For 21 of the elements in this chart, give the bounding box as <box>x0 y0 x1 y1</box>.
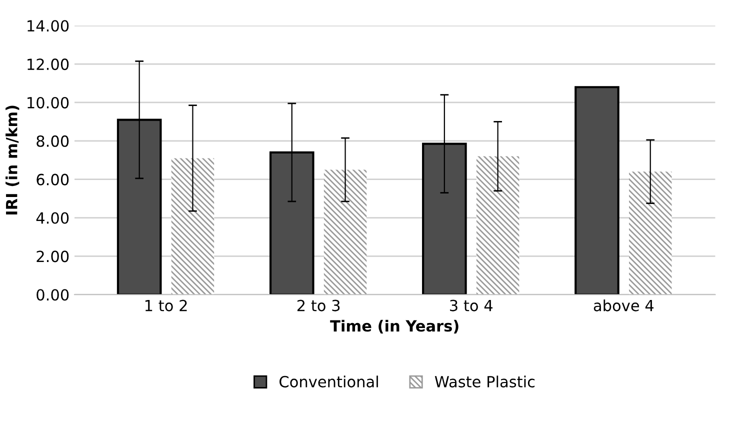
bar <box>629 172 672 295</box>
bar <box>171 158 214 295</box>
y-tick-label: 0.00 <box>36 289 69 301</box>
y-tick-label: 2.00 <box>36 250 69 262</box>
legend-label: Waste Plastic <box>434 376 535 388</box>
y-axis-title: IRI (in m/km) <box>6 106 20 214</box>
x-axis-title: Time (in Years) <box>330 320 458 334</box>
legend-label: Conventional <box>280 376 378 388</box>
y-tick-label: 12.00 <box>28 58 69 70</box>
x-tick-label: 3 to 4 <box>450 300 493 312</box>
y-tick-label: 10.00 <box>28 96 69 108</box>
y-tick-label: 14.00 <box>28 20 69 32</box>
bar <box>324 170 367 295</box>
y-tick-label: 6.00 <box>36 174 69 186</box>
x-tick-label: above 4 <box>594 299 654 312</box>
x-tick-label: 1 to 2 <box>145 300 187 312</box>
bar <box>574 86 620 295</box>
x-tick-label: 2 to 3 <box>297 300 340 312</box>
bar <box>476 156 520 295</box>
y-tick-label: 8.00 <box>36 135 69 147</box>
y-tick-label: 4.00 <box>36 212 69 224</box>
